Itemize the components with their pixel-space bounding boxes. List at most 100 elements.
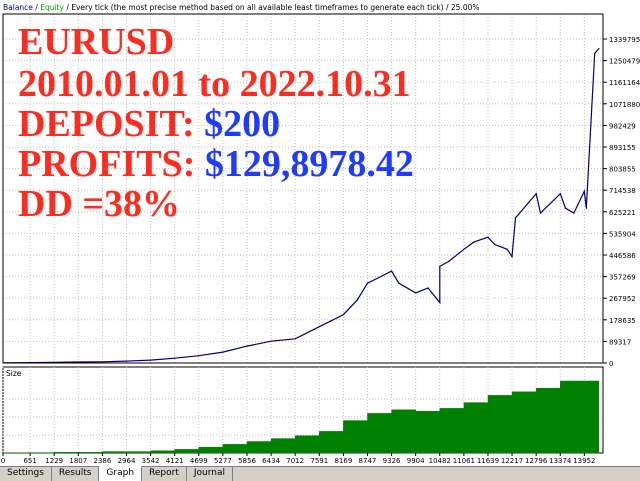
x-tick-label: 4121 bbox=[166, 457, 184, 465]
overlay-symbol: EURUSD bbox=[18, 21, 175, 63]
x-axis-ticks: 0 651 1229 1807 2386 2964 3542 4121 4699 5277 5856… bbox=[1, 453, 595, 465]
y-tick-label: 893155 bbox=[609, 144, 636, 152]
balance-point bbox=[494, 243, 496, 246]
y-tick-label: 0 bbox=[609, 360, 613, 368]
profits-label: PROFITS: bbox=[18, 143, 205, 185]
x-tick-label: 13374 bbox=[549, 457, 572, 465]
x-tick-label: 9326 bbox=[383, 457, 401, 465]
overlay-profits: PROFITS: $129,8978.42 bbox=[18, 144, 414, 184]
profits-value: $129,8978.42 bbox=[204, 143, 414, 185]
y-tick-label: 357269 bbox=[609, 274, 636, 282]
balance-point bbox=[583, 190, 585, 192]
x-tick-label: 1229 bbox=[45, 457, 63, 465]
balance-point bbox=[448, 260, 450, 263]
y-tick-label: 446586 bbox=[609, 252, 636, 260]
balance-point bbox=[356, 299, 358, 301]
x-tick-label: 2386 bbox=[94, 457, 112, 465]
tab-report[interactable]: Report bbox=[142, 467, 187, 481]
balance-point bbox=[535, 193, 537, 195]
balance-point bbox=[594, 52, 596, 55]
tester-tabs: Settings Results Graph Report Journal bbox=[0, 466, 640, 481]
balance-point bbox=[427, 287, 429, 289]
chart-header: Balance / Equity / Every tick (the most … bbox=[3, 3, 480, 12]
balance-point bbox=[564, 207, 567, 209]
x-tick-label: 651 bbox=[23, 457, 36, 465]
balance-legend: Balance bbox=[3, 3, 33, 12]
x-tick-label: 12217 bbox=[501, 457, 523, 465]
tab-settings[interactable]: Settings bbox=[0, 467, 52, 481]
balance-point bbox=[381, 275, 383, 277]
balance-point bbox=[473, 241, 475, 243]
y-tick-label: 1250479 bbox=[609, 58, 640, 66]
main-panel-border bbox=[2, 13, 604, 364]
y-tick-label: 982429 bbox=[609, 122, 636, 130]
y-tick-label: 267952 bbox=[609, 295, 636, 303]
x-tick-label: 10482 bbox=[429, 457, 451, 465]
x-tick-label: 1807 bbox=[69, 457, 87, 465]
x-tick-label: 7012 bbox=[286, 457, 304, 465]
balance-point bbox=[514, 217, 517, 219]
balance-series bbox=[2, 48, 600, 364]
balance-point bbox=[511, 255, 513, 258]
x-tick-label: 11061 bbox=[453, 457, 475, 465]
balance-point bbox=[246, 345, 248, 347]
balance-point bbox=[506, 248, 508, 250]
y-tick-label: 1339795 bbox=[609, 36, 640, 44]
balance-point bbox=[559, 193, 561, 195]
balance-point bbox=[598, 48, 600, 50]
y-tick-label: 535904 bbox=[609, 230, 636, 238]
x-tick-label: 3542 bbox=[142, 457, 160, 465]
y-tick-label: 178635 bbox=[609, 317, 636, 325]
balance-point bbox=[294, 338, 296, 340]
x-tick-label: 8747 bbox=[359, 457, 377, 465]
balance-point bbox=[390, 270, 393, 272]
balance-point bbox=[439, 265, 441, 267]
balance-point bbox=[439, 301, 441, 304]
x-tick-label: 6434 bbox=[262, 457, 280, 465]
balance-point bbox=[222, 351, 224, 353]
deposit-value: $200 bbox=[204, 103, 281, 145]
backtest-chart: Balance / Equity / Every tick (the most … bbox=[0, 3, 640, 465]
equity-legend: Equity bbox=[40, 3, 64, 12]
x-tick-label: 8169 bbox=[334, 457, 352, 465]
tab-graph[interactable]: Graph bbox=[99, 466, 143, 481]
balance-point bbox=[366, 282, 369, 284]
tab-results[interactable]: Results bbox=[52, 467, 100, 481]
overlay-drawdown: DD =38% bbox=[18, 183, 181, 225]
overlay-period: 2010.01.01 to 2022.10.31 bbox=[18, 63, 411, 105]
balance-point bbox=[125, 360, 128, 362]
x-tick-label: 13952 bbox=[573, 457, 595, 465]
tab-journal[interactable]: Journal bbox=[187, 467, 234, 481]
balance-point bbox=[398, 282, 400, 284]
balance-point bbox=[77, 361, 79, 363]
overlay-deposit: DEPOSIT: $200 bbox=[18, 104, 280, 144]
balance-point bbox=[585, 207, 587, 209]
size-series bbox=[3, 380, 600, 454]
y-tick-label: 1071880 bbox=[609, 101, 640, 109]
balance-point bbox=[101, 361, 104, 363]
x-tick-label: 4699 bbox=[190, 457, 208, 465]
balance-point bbox=[198, 355, 200, 357]
x-tick-label: 5856 bbox=[238, 457, 256, 465]
balance-point bbox=[342, 314, 344, 316]
test-info: / Every tick (the most precise method ba… bbox=[64, 3, 480, 12]
x-tick-label: 0 bbox=[1, 457, 5, 465]
legend-separator: / bbox=[33, 3, 40, 12]
size-panel-label: Size bbox=[6, 369, 22, 378]
balance-point bbox=[415, 292, 417, 294]
y-tick-label: 89317 bbox=[609, 338, 631, 346]
balance-point bbox=[573, 212, 575, 214]
balance-point bbox=[318, 326, 320, 328]
x-tick-label: 2964 bbox=[118, 457, 136, 465]
balance-point bbox=[149, 359, 152, 361]
y-tick-label: 1161164 bbox=[609, 79, 640, 87]
y-tick-label: 714538 bbox=[609, 187, 636, 195]
y-axis-ticks: 1339795 1250479 1161164 1071880 982429 893155… bbox=[603, 36, 640, 368]
x-tick-label: 7591 bbox=[310, 457, 328, 465]
balance-point bbox=[270, 340, 272, 342]
balance-point bbox=[174, 357, 176, 359]
y-tick-label: 625221 bbox=[609, 209, 636, 217]
x-tick-label: 5277 bbox=[214, 457, 232, 465]
balance-point bbox=[463, 248, 465, 250]
balance-point bbox=[487, 236, 489, 238]
